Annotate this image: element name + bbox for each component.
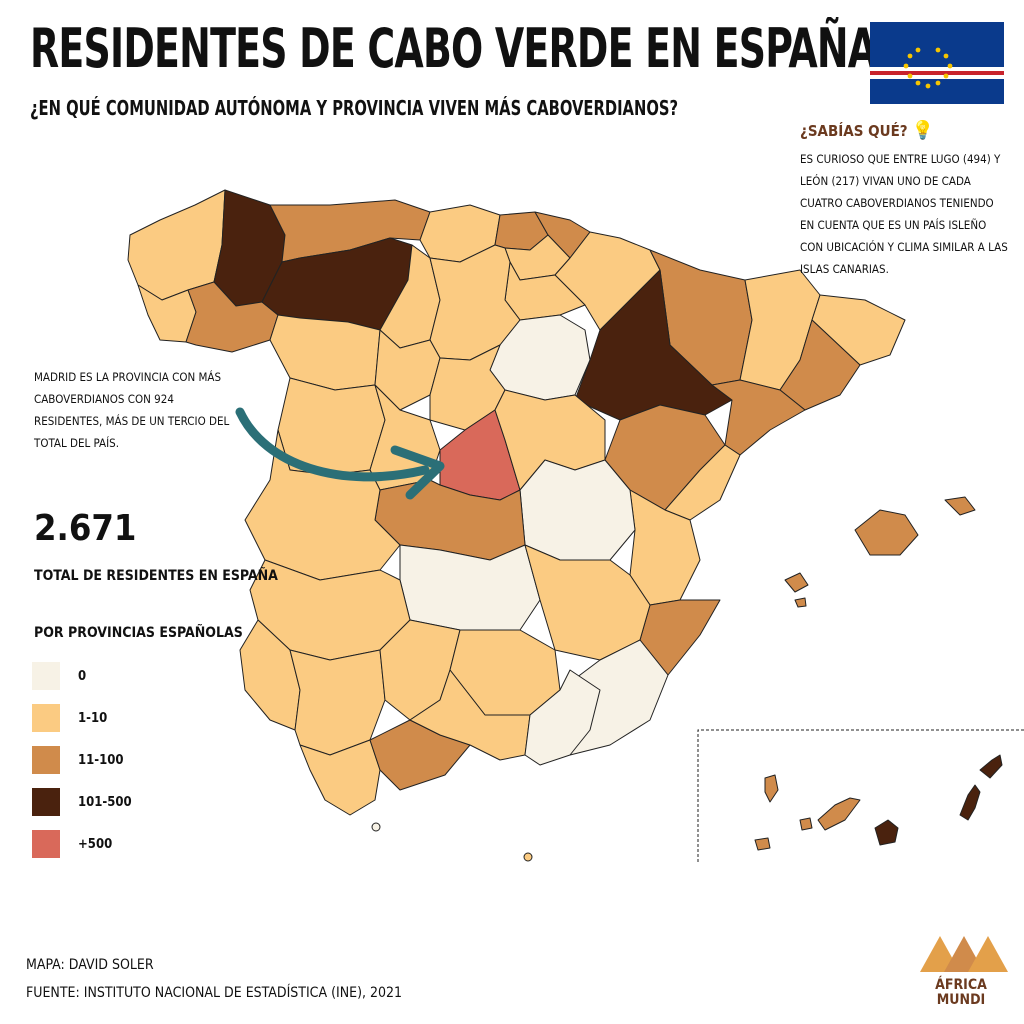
canary-inset-border [697,729,1024,862]
province-mallorca [854,509,919,556]
legend-swatch [32,788,60,816]
island-fuerteventura [959,784,981,821]
madrid-arrow [235,407,430,482]
page-title: RESIDENTES DE CABO VERDE EN ESPAÑA [30,17,877,80]
melilla [523,852,533,862]
africa-mundi-logo-icon [920,936,1008,972]
legend-item: 1-10 [32,704,107,732]
legend-item: +500 [32,830,112,858]
fact-text: ES CURIOSO QUE ENTRE LUGO (494) Y LEÓN (… [800,152,1008,276]
page-subtitle: ¿EN QUÉ COMUNIDAD AUTÓNOMA Y PROVINCIA V… [30,96,679,120]
legend-swatch [32,662,60,690]
legend-item: 11-100 [32,746,124,774]
province-menorca [944,496,976,516]
island-la-gomera [799,817,813,831]
island-tenerife [817,797,861,831]
cape-verde-flag-icon [870,22,1004,104]
fact-box: ¿SABÍAS QUÉ? 💡 ES CURIOSO QUE ENTRE LUGO… [800,120,1010,280]
province-cadiz [299,739,381,816]
province-ciudad-real [399,544,541,631]
province-ibiza [784,572,809,593]
map-credit: MAPA: DAVID SOLER [26,957,154,973]
legend-title: POR PROVINCIAS ESPAÑOLAS [34,625,243,641]
province-cuenca [519,459,636,561]
total-residents-label: TOTAL DE RESIDENTES EN ESPAÑA [34,568,278,584]
logo-text: ÁFRICA MUNDI [935,977,987,1008]
province-zamora [269,314,381,391]
legend-item: 0 [32,662,86,690]
lightbulb-icon: 💡 [911,120,935,141]
total-residents-value: 2.671 [34,508,137,549]
source-credit: FUENTE: INSTITUTO NACIONAL DE ESTADÍSTIC… [26,985,403,1001]
ceuta [371,822,381,832]
island-gran-canaria [874,819,899,846]
province-formentera [794,597,807,608]
fact-title: ¿SABÍAS QUÉ? 💡 [800,120,935,141]
madrid-note: MADRID ES LA PROVINCIA CON MÁS CABOVERDI… [34,370,230,450]
legend-item: 101-500 [32,788,132,816]
madrid-arrow-head [390,445,445,500]
province-albacete [524,544,651,661]
legend-swatch [32,830,60,858]
province-almeria [524,669,601,766]
island-el-hierro [754,837,771,851]
legend-swatch [32,704,60,732]
island-lanzarote [979,754,1003,779]
island-la-palma [764,774,779,803]
legend-swatch [32,746,60,774]
